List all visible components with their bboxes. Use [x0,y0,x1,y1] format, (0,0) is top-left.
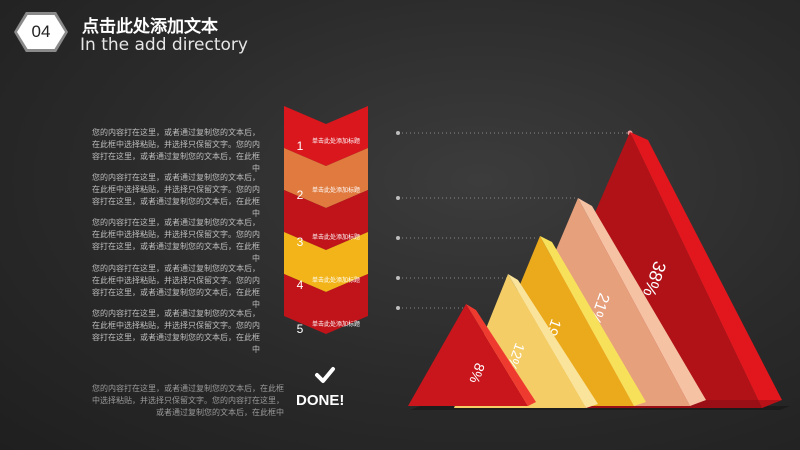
step-number-4: 4 [296,278,304,292]
step-chevron-3 [284,190,368,250]
step-chevron-1 [284,106,368,166]
pyramid-label-8: 8% [466,361,488,385]
footer-note[interactable]: 您的内容打在这里，或者通过复制您的文本后，在此框中选择粘贴，并选择只保留文字。您… [92,384,284,417]
step-number-5: 5 [296,322,304,336]
step-label-4[interactable]: 单击此处添加标题 [312,277,361,284]
text-block-2[interactable]: 您的内容打在这里，或者通过复制您的文本后，在此框中选择粘贴，并选择只保留文字。您… [92,173,260,218]
step-label-3[interactable]: 单击此处添加标题 [312,234,361,241]
done-label: DONE! [296,392,345,409]
step-label-5[interactable]: 单击此处添加标题 [312,321,361,328]
step-chevron-5 [284,274,368,334]
step-label-2[interactable]: 单击此处添加标题 [312,187,361,194]
step-number-3: 3 [296,235,304,249]
step-number-2: 2 [296,188,304,202]
text-block-4[interactable]: 您的内容打在这里，或者通过复制您的文本后，在此框中选择粘贴，并选择只保留文字。您… [92,264,260,309]
text-block-1[interactable]: 您的内容打在这里，或者通过复制您的文本后，在此框中选择粘贴，并选择只保留文字。您… [92,128,260,173]
text-block-5[interactable]: 您的内容打在这里，或者通过复制您的文本后，在此框中选择粘贴，并选择只保留文字。您… [92,309,260,354]
section-number-badge: 04 [14,12,68,52]
leader-lines [396,130,633,310]
step-chevron-2 [284,148,368,208]
step-number-1: 1 [296,139,304,153]
pyramid-chart: 38% 21% 19% 12% 8% [408,132,790,410]
checkmark-icon [315,367,335,383]
page-subtitle[interactable]: In the add directory [80,35,248,55]
pyramid-8: 8% [408,304,536,406]
page-title[interactable]: 点击此处添加文本 [82,17,218,36]
text-block-3[interactable]: 您的内容打在这里，或者通过复制您的文本后，在此框中选择粘贴，并选择只保留文字。您… [92,218,260,263]
step-chevron-4 [284,232,368,292]
step-label-1[interactable]: 单击此处添加标题 [312,138,361,145]
section-number: 04 [17,15,65,49]
step-chevrons [284,106,368,334]
